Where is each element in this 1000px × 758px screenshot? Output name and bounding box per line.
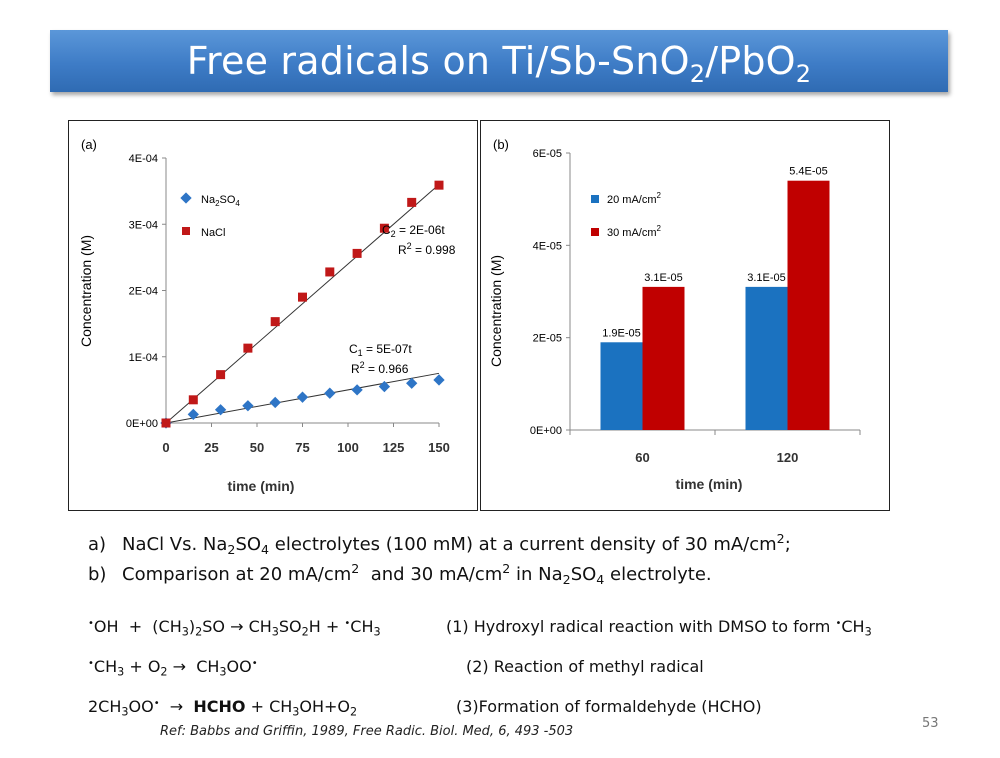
- legend-a: Na2SO4 NaCl: [180, 192, 240, 239]
- data-point-nacl: [161, 418, 171, 428]
- x-tick-label-a: 75: [295, 440, 309, 455]
- data-point-nacl: [325, 267, 335, 277]
- reaction-2-equation: •CH3 + O2 → CH3OO•: [88, 657, 258, 679]
- trendline: [165, 184, 440, 424]
- data-point-na2so4: [378, 380, 391, 393]
- data-point-na2so4: [242, 400, 254, 412]
- bar-data-label: 3.1E-05: [747, 272, 786, 284]
- reference-citation: Ref: Babbs and Griffin, 1989, Free Radic…: [160, 724, 574, 739]
- bar: [745, 286, 788, 430]
- x-tick-label-a: 25: [204, 440, 218, 455]
- y-tick-label-a: 1E-04: [129, 352, 158, 364]
- data-point-nacl: [379, 223, 389, 233]
- y-tick-label-a: 3E-04: [129, 219, 158, 231]
- y-tick-label-a: 4E-04: [129, 153, 158, 165]
- caption-b: b) Comparison at 20 mA/cm2 and 30 mA/cm2…: [88, 561, 712, 587]
- data-point-nacl: [270, 317, 280, 327]
- fit-r2-na2so4: R2 = 0.966: [351, 360, 409, 376]
- x-tick-label-a: 150: [428, 440, 450, 455]
- data-point-nacl: [298, 292, 307, 302]
- chart-panel-a: (a) Concentration (M) time (min) 0E+00 1E…: [68, 120, 478, 511]
- data-point-na2so4: [296, 391, 309, 403]
- data-point-nacl: [407, 197, 417, 207]
- fit-equation-nacl: C2 = 2E-06t: [382, 223, 445, 239]
- y-tick-label-b: 0E+00: [530, 425, 562, 437]
- panel-label-b: (b): [493, 137, 509, 152]
- chart-panel-b: (b) Concentration (M) time (min) 0E+00 2E…: [480, 120, 890, 511]
- data-point-na2so4: [214, 404, 227, 416]
- x-tick-label-a: 125: [383, 440, 405, 455]
- data-point-na2so4: [269, 396, 281, 409]
- x-tick-label-a: 50: [250, 440, 264, 455]
- legend-label-nacl: NaCl: [201, 227, 225, 239]
- bar-data-label: 5.4E-05: [789, 166, 828, 178]
- data-point-nacl: [352, 248, 362, 258]
- x-tick-label-a: 100: [337, 440, 359, 455]
- y-tick-label-b: 2E-05: [533, 333, 562, 345]
- y-tick-label-b: 6E-05: [533, 148, 562, 160]
- x-axis-label-a: time (min): [228, 478, 295, 494]
- x-tick-label-b: 120: [777, 450, 799, 465]
- figure-captions: a) NaCl Vs. Na2SO4 electrolytes (100 mM)…: [88, 530, 791, 590]
- legend-marker-20ma: [591, 195, 599, 203]
- y-tick-label-a: 2E-04: [129, 286, 158, 298]
- x-axis-label-b: time (min): [676, 476, 743, 492]
- reaction-2-description: (2) Reaction of methyl radical: [466, 657, 704, 676]
- data-point-nacl: [434, 180, 444, 190]
- y-tick-label-b: 4E-05: [533, 240, 562, 252]
- scatter-chart-a: (a) Concentration (M) time (min) 0E+00 1E…: [78, 137, 456, 494]
- data-point-nacl: [188, 395, 198, 405]
- slide-title: Free radicals on Ti/Sb-SnO2/PbO2: [186, 39, 812, 88]
- bar-chart-b: (b) Concentration (M) time (min) 0E+00 2E…: [488, 137, 861, 492]
- data-point-na2so4: [406, 377, 418, 389]
- legend-label-20ma: 20 mA/cm2: [607, 191, 662, 206]
- page-number: 53: [922, 716, 939, 731]
- fit-equation-na2so4: C1 = 5E-07t: [349, 342, 412, 358]
- x-tick-label-b: 60: [635, 450, 649, 465]
- reaction-3-equation: 2CH3OO• → HCHO + CH3OH+O2: [88, 697, 358, 719]
- reaction-3-description: (3)Formation of formaldehyde (HCHO): [456, 697, 762, 716]
- legend-label-30ma: 30 mA/cm2: [607, 224, 662, 239]
- title-bar: Free radicals on Ti/Sb-SnO2/PbO2: [50, 30, 948, 92]
- bar-data-label: 1.9E-05: [602, 327, 641, 339]
- reaction-1-equation: •OH + (CH3)2SO → CH3SO2H + •CH3: [88, 617, 381, 639]
- data-point-na2so4: [324, 387, 336, 399]
- bar: [642, 286, 685, 430]
- caption-a: a) NaCl Vs. Na2SO4 electrolytes (100 mM)…: [88, 531, 791, 557]
- y-tick-label-a: 0E+00: [126, 418, 158, 430]
- data-point-nacl: [216, 370, 226, 380]
- panel-label-a: (a): [81, 137, 97, 152]
- bar: [787, 180, 830, 430]
- y-axis-label-a: Concentration (M): [78, 235, 94, 347]
- legend-b: 20 mA/cm2 30 mA/cm2: [591, 191, 662, 239]
- x-tick-label-a: 0: [162, 440, 169, 455]
- y-axis-label-b: Concentration (M): [488, 255, 504, 367]
- legend-marker-30ma: [591, 228, 599, 236]
- fit-r2-nacl: R2 = 0.998: [398, 241, 456, 257]
- bar: [600, 342, 643, 430]
- data-point-nacl: [243, 343, 253, 353]
- legend-marker-nacl: [182, 227, 190, 235]
- legend-label-na2so4: Na2SO4: [201, 194, 240, 208]
- legend-marker-na2so4: [180, 192, 192, 204]
- data-point-na2so4: [433, 374, 445, 386]
- reaction-1-description: (1) Hydroxyl radical reaction with DMSO …: [446, 617, 872, 639]
- bar-data-label: 3.1E-05: [644, 272, 683, 284]
- data-point-na2so4: [351, 384, 363, 396]
